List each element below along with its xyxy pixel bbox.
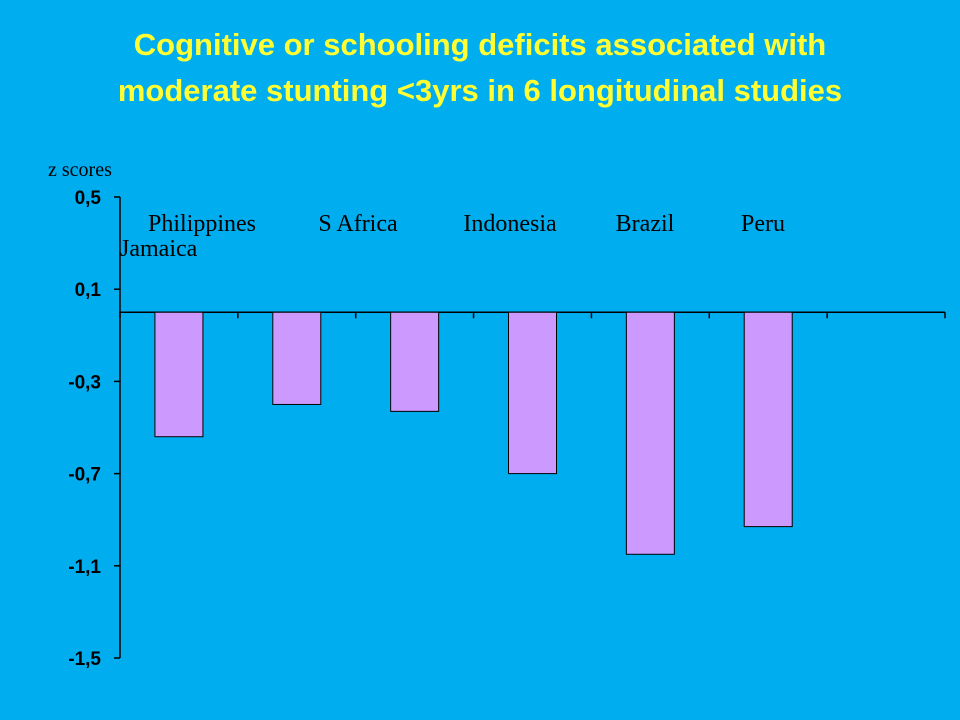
category-label-indonesia: Indonesia	[463, 211, 557, 237]
bar-indonesia	[508, 311, 557, 475]
y-axis-label: z scores	[48, 159, 112, 181]
bar-s-africa	[390, 311, 440, 412]
chart-title: Cognitive or schooling deficits associat…	[0, 22, 960, 114]
bar-brazil	[625, 311, 675, 555]
bar-philippines	[272, 311, 322, 405]
category-label-peru: Peru	[741, 211, 785, 237]
y-tick-label: -1,1	[68, 557, 101, 578]
bar-jamaica	[154, 311, 204, 438]
bar-peru	[743, 311, 793, 528]
y-tick-label: -0,3	[68, 372, 101, 393]
y-tick-label: 0,5	[75, 188, 102, 209]
category-label-jamaica: Jamaica	[120, 236, 198, 262]
chart-title-line-1: Cognitive or schooling deficits associat…	[133, 27, 827, 62]
category-label-brazil: Brazil	[616, 211, 675, 237]
chart-title-line-2: moderate stunting <3yrs in 6 longitudina…	[117, 73, 843, 108]
category-label-philippines: Philippines	[148, 211, 256, 237]
y-tick-label: 0,1	[75, 280, 102, 301]
category-label-s-africa: S Africa	[318, 211, 398, 237]
bars	[154, 311, 793, 555]
y-tick-label: -1,5	[68, 649, 101, 670]
y-tick-label: -0,7	[68, 465, 101, 486]
y-tick-labels: 0,5 0,1 -0,3 -0,7 -1,1 -1,5	[68, 188, 101, 670]
